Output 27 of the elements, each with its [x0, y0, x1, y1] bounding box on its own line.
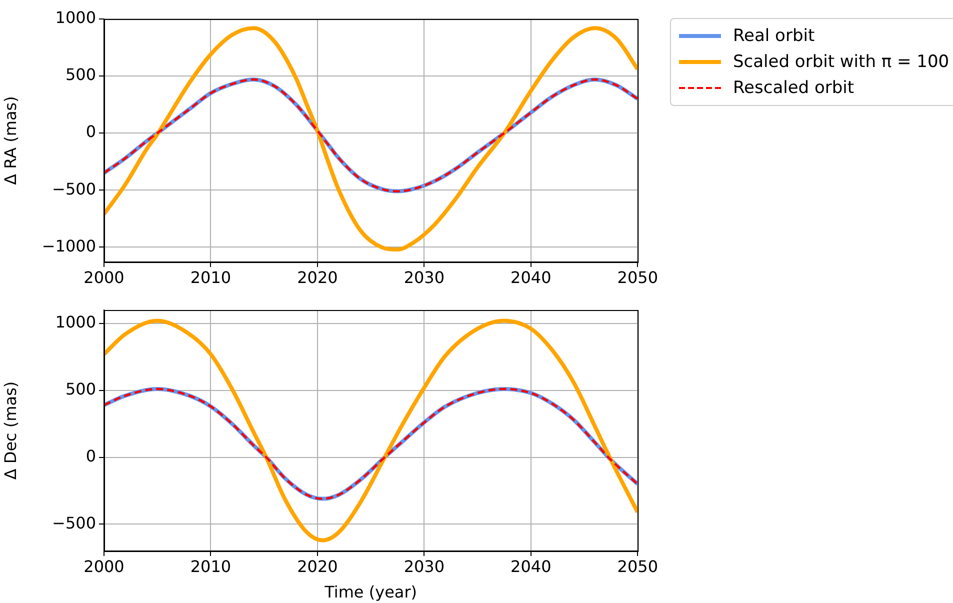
y-axis-title: Δ RA (mas) — [0, 96, 20, 185]
x-tick-label: 2020 — [297, 556, 338, 576]
legend-label: Scaled orbit with π = 100 — [733, 52, 950, 72]
x-tick-label: 2000 — [84, 268, 124, 287]
y-tick-label: 0 — [86, 122, 96, 142]
y-tick-label: 500 — [65, 65, 96, 84]
y-tick-label: −1000 — [42, 236, 96, 256]
x-axis-title: Time (year) — [324, 582, 418, 602]
legend-label: Rescaled orbit — [733, 78, 854, 98]
x-tick-label: 2020 — [297, 268, 338, 287]
y-tick-label: −500 — [52, 179, 96, 198]
x-tick-label: 2000 — [84, 556, 124, 576]
x-tick-label: 2050 — [617, 556, 658, 576]
y-tick-label: 1000 — [55, 312, 96, 332]
legend-label: Real orbit — [733, 26, 815, 46]
x-tick-label: 2030 — [404, 268, 445, 287]
y-tick-label: −500 — [52, 513, 96, 532]
x-tick-label: 2040 — [510, 268, 552, 287]
y-tick-label: 0 — [86, 446, 96, 466]
y-tick-label: 500 — [65, 379, 96, 398]
y-axis-title: Δ Dec (mas) — [0, 381, 20, 480]
x-tick-label: 2010 — [190, 268, 232, 287]
x-tick-label: 2040 — [510, 556, 552, 576]
x-tick-label: 2010 — [190, 556, 232, 576]
x-tick-label: 2050 — [617, 268, 658, 287]
y-tick-label: 1000 — [55, 8, 96, 28]
x-tick-label: 2030 — [404, 556, 445, 576]
